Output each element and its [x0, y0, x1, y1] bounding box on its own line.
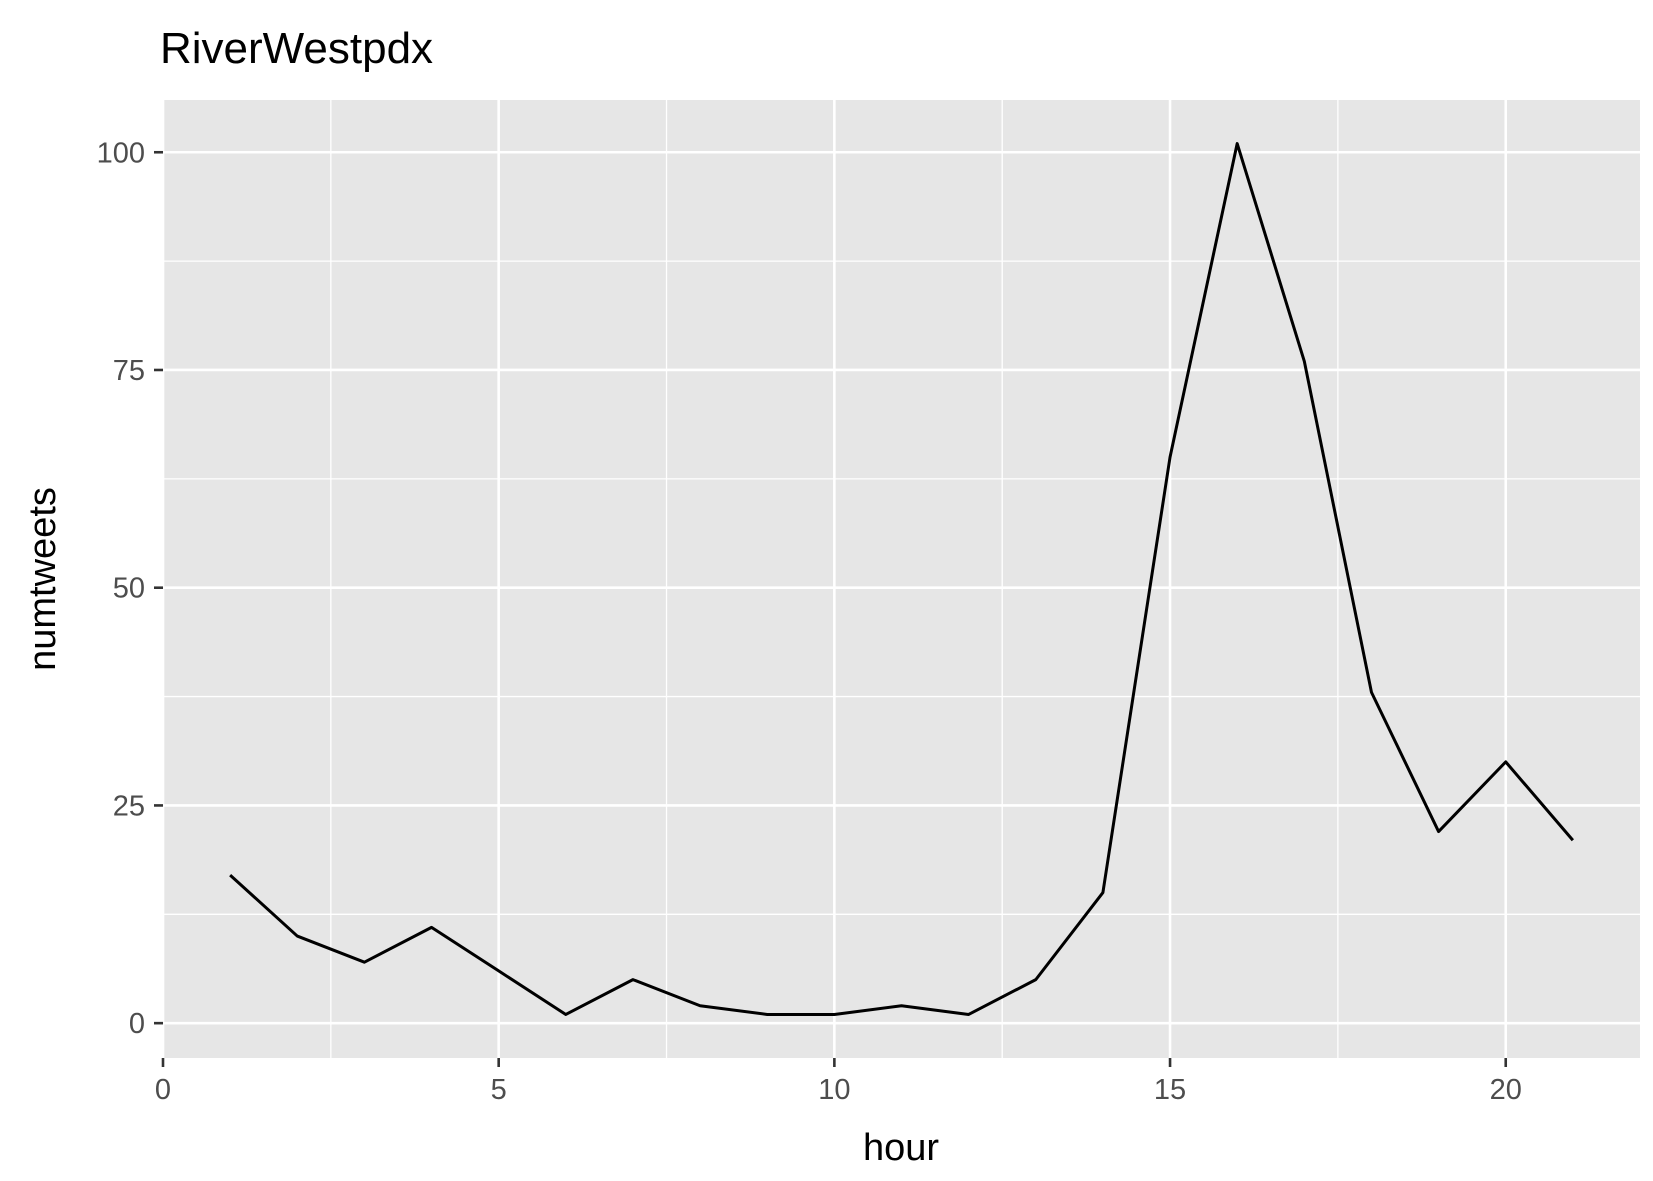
x-axis-title: hour	[863, 1127, 939, 1169]
x-axis: 0 5 10 15 20	[155, 1058, 1522, 1106]
y-tick-label: 0	[129, 1008, 145, 1040]
series-layer	[229, 142, 1574, 1016]
chart-title: RiverWestpdx	[160, 24, 433, 73]
x-tick-label: 20	[1490, 1074, 1522, 1106]
y-tick-label: 75	[113, 355, 145, 387]
y-tick-label: 25	[113, 790, 145, 822]
y-axis: 0 25 50 75 100	[97, 137, 163, 1040]
x-tick-label: 0	[155, 1074, 171, 1106]
series-line	[229, 142, 1574, 1016]
major-grid	[161, 100, 1640, 1058]
y-tick-label: 50	[113, 573, 145, 605]
plot-panel	[163, 100, 1640, 1058]
x-tick-label: 10	[818, 1074, 850, 1106]
minor-grid	[163, 100, 1640, 1058]
x-tick-label: 15	[1154, 1074, 1186, 1106]
y-axis-title: numtweets	[22, 487, 64, 671]
y-tick-label: 100	[97, 137, 145, 169]
x-tick-label: 5	[491, 1074, 507, 1106]
